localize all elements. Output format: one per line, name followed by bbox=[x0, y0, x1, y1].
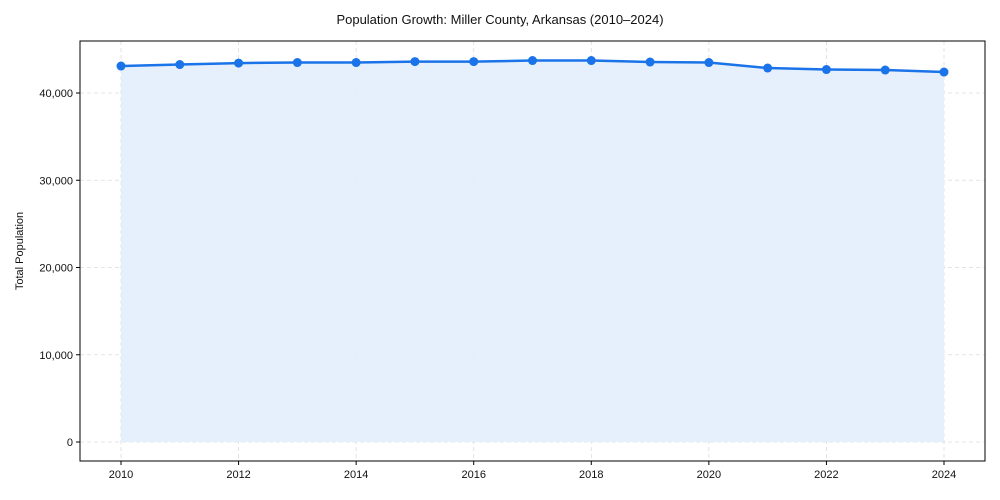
data-point-2018 bbox=[586, 56, 596, 66]
y-tick-label: 10,000 bbox=[39, 350, 73, 362]
data-point-2016 bbox=[469, 57, 479, 67]
axes-frame bbox=[79, 40, 986, 462]
y-tick-label: 40,000 bbox=[39, 88, 73, 100]
x-tick-label: 2018 bbox=[579, 469, 603, 481]
data-point-2020 bbox=[704, 58, 714, 68]
x-tick-label: 2020 bbox=[697, 469, 721, 481]
x-tick-label: 2024 bbox=[932, 469, 956, 481]
data-point-2023 bbox=[880, 65, 890, 75]
y-tick-label: 0 bbox=[67, 437, 73, 449]
x-tick-label: 2016 bbox=[461, 469, 485, 481]
data-point-2010 bbox=[116, 61, 126, 71]
data-point-2011 bbox=[175, 60, 185, 70]
data-markers bbox=[116, 56, 949, 77]
chart-title: Population Growth: Miller County, Arkans… bbox=[336, 12, 664, 27]
x-tick-label: 2010 bbox=[109, 469, 133, 481]
data-point-2022 bbox=[821, 65, 831, 75]
x-tick-label: 2022 bbox=[814, 469, 838, 481]
data-point-2024 bbox=[939, 67, 949, 77]
area-fill bbox=[121, 60, 944, 442]
y-tick-label: 30,000 bbox=[39, 175, 73, 187]
data-point-2013 bbox=[292, 58, 302, 68]
data-point-2012 bbox=[234, 58, 244, 68]
x-tick-label: 2012 bbox=[226, 469, 250, 481]
data-point-2014 bbox=[351, 58, 361, 68]
data-point-2015 bbox=[410, 57, 420, 67]
y-tick-label: 20,000 bbox=[39, 263, 73, 275]
y-axis-ticks: 0 10,000 20,000 30,000 40,000 bbox=[39, 88, 80, 449]
data-point-2017 bbox=[528, 56, 537, 66]
x-tick-label: 2014 bbox=[344, 469, 368, 481]
data-point-2021 bbox=[763, 63, 773, 73]
x-axis-ticks: 2010 2012 2014 2016 2018 2020 2022 2024 bbox=[109, 461, 956, 481]
data-point-2019 bbox=[645, 57, 655, 67]
